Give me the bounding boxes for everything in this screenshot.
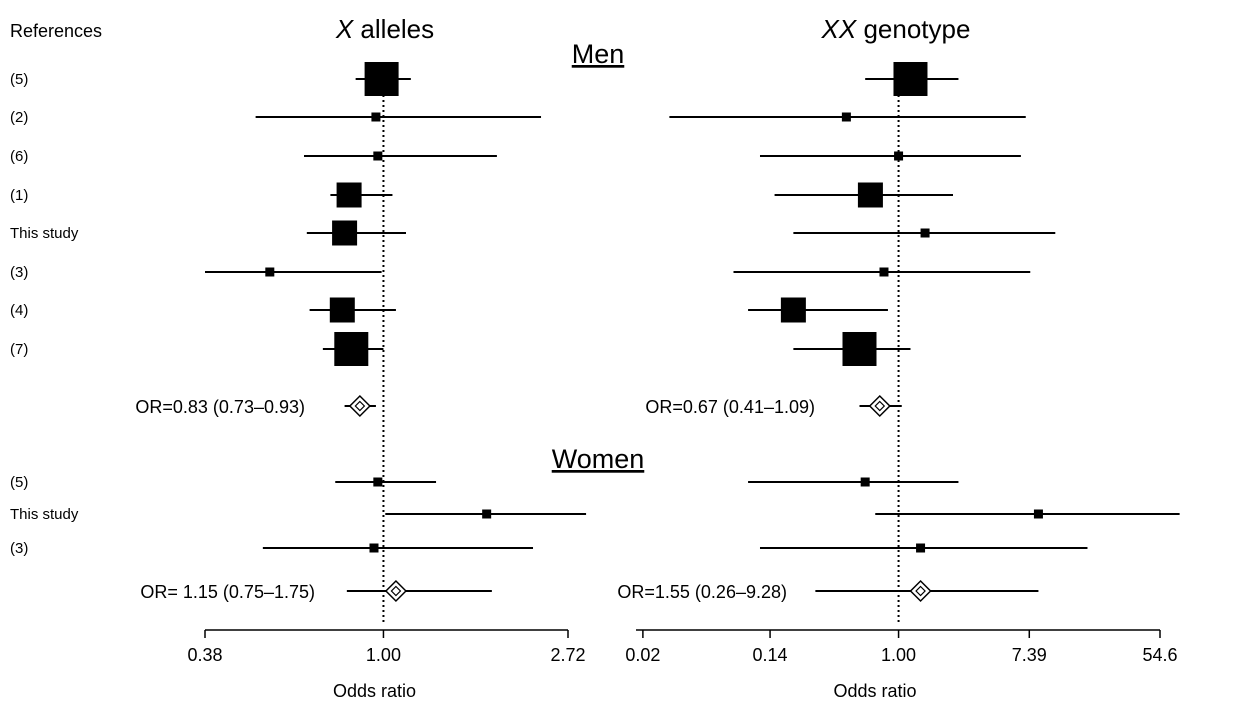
men-study-row: This study xyxy=(10,220,406,246)
panel-xx-genotype: XX genotype OR=0.67 (0.41–1.09) OR=1.55 (0… xyxy=(617,14,1180,701)
pooled-or-text: OR= 1.15 (0.75–1.75) xyxy=(140,582,315,602)
point-estimate-square xyxy=(329,297,355,323)
x-tick-label: 7.39 xyxy=(1012,645,1047,665)
references-header: References xyxy=(10,21,102,41)
women-study-row xyxy=(875,509,1180,519)
pooled-diamond-inner xyxy=(390,585,402,597)
point-estimate-square xyxy=(1033,509,1043,519)
point-estimate-square xyxy=(893,62,928,96)
men-study-row: (3) xyxy=(10,264,382,281)
study-label: (3) xyxy=(10,264,28,281)
x-tick-label: 1.00 xyxy=(366,645,401,665)
men-study-row xyxy=(669,112,1026,122)
pooled-diamond-inner xyxy=(354,400,366,412)
women-study-row: This study xyxy=(10,506,587,523)
women-pooled-estimate: OR= 1.15 (0.75–1.75) xyxy=(140,579,492,603)
study-label: (3) xyxy=(10,540,28,557)
study-label: (2) xyxy=(10,109,28,126)
point-estimate-square xyxy=(920,228,930,238)
panel-x-alleles: X alleles (5) (2) (6) (1) This study (3) (4) (7)… xyxy=(10,14,587,701)
men-study-row xyxy=(793,228,1056,238)
men-study-row: (2) xyxy=(10,109,542,126)
men-study-row xyxy=(865,62,959,96)
point-estimate-square xyxy=(482,509,492,519)
pooled-diamond-inner xyxy=(915,585,926,597)
panel-title: XX genotype xyxy=(821,14,971,44)
pooled-diamond-inner xyxy=(874,400,886,412)
point-estimate-square xyxy=(373,151,383,161)
x-tick-label: 2.72 xyxy=(550,645,585,665)
pooled-or-text: OR=0.83 (0.73–0.93) xyxy=(135,397,305,417)
point-estimate-square xyxy=(334,332,369,366)
women-study-row xyxy=(759,543,1088,553)
point-estimate-square xyxy=(780,297,806,323)
men-study-row: (1) xyxy=(10,182,393,208)
study-label: (6) xyxy=(10,148,28,165)
men-study-row xyxy=(748,297,888,323)
point-estimate-square xyxy=(265,267,275,277)
study-label: (5) xyxy=(10,71,28,88)
women-study-row: (3) xyxy=(10,540,534,557)
panel-title: X alleles xyxy=(335,14,434,44)
study-label: This study xyxy=(10,506,79,523)
x-tick-label: 0.14 xyxy=(753,645,788,665)
point-estimate-square xyxy=(371,112,381,122)
point-estimate-square xyxy=(916,543,926,553)
men-study-row xyxy=(733,267,1031,277)
point-estimate-square xyxy=(842,332,877,366)
men-pooled-estimate: OR=0.83 (0.73–0.93) xyxy=(135,394,376,418)
men-study-row xyxy=(793,332,911,366)
men-study-row: (6) xyxy=(10,148,497,165)
x-tick-label: 1.00 xyxy=(881,645,916,665)
men-study-row xyxy=(774,182,954,208)
section-title-women: Women xyxy=(552,444,645,474)
women-study-row xyxy=(748,477,959,487)
point-estimate-square xyxy=(373,477,383,487)
men-study-row: (5) xyxy=(10,62,411,96)
point-estimate-square xyxy=(857,182,883,208)
men-study-row: (7) xyxy=(10,332,384,366)
x-tick-label: 54.6 xyxy=(1142,645,1177,665)
study-label: (5) xyxy=(10,474,28,491)
men-study-row: (4) xyxy=(10,297,396,323)
section-title-men: Men xyxy=(572,39,625,69)
point-estimate-square xyxy=(879,267,889,277)
men-study-row xyxy=(759,151,1021,161)
study-label: (1) xyxy=(10,187,28,204)
study-label: (4) xyxy=(10,302,28,319)
pooled-or-text: OR=0.67 (0.41–1.09) xyxy=(645,397,815,417)
women-study-row: (5) xyxy=(10,474,437,491)
study-label: (7) xyxy=(10,341,28,358)
point-estimate-square xyxy=(336,182,362,208)
point-estimate-square xyxy=(369,543,379,553)
point-estimate-square xyxy=(841,112,851,122)
point-estimate-square xyxy=(332,220,358,246)
x-axis-label: Odds ratio xyxy=(333,681,416,701)
x-axis: 0.38 1.00 2.72 Odds ratio xyxy=(187,629,586,701)
x-tick-label: 0.02 xyxy=(625,645,660,665)
x-tick-label: 0.38 xyxy=(187,645,222,665)
pooled-or-text: OR=1.55 (0.26–9.28) xyxy=(617,582,787,602)
women-pooled-estimate: OR=1.55 (0.26–9.28) xyxy=(617,579,1039,603)
point-estimate-square xyxy=(894,151,904,161)
x-axis: 0.02 0.14 1.00 7.39 54.6 Odds ratio xyxy=(625,629,1178,701)
point-estimate-square xyxy=(364,62,399,96)
x-axis-label: Odds ratio xyxy=(833,681,916,701)
point-estimate-square xyxy=(860,477,870,487)
men-pooled-estimate: OR=0.67 (0.41–1.09) xyxy=(645,394,902,418)
study-label: This study xyxy=(10,225,79,242)
